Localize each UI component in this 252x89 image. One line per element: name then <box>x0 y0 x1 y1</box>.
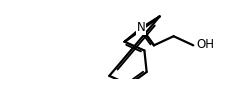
Text: N: N <box>137 21 146 34</box>
Text: OH: OH <box>196 38 214 51</box>
Text: S: S <box>138 21 145 34</box>
